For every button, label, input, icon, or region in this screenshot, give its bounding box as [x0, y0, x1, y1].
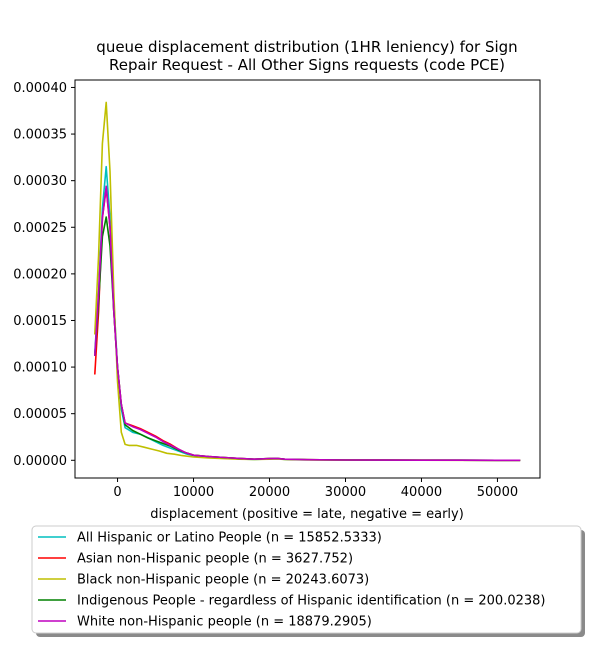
y-tick-label: 0.00025 — [13, 221, 67, 236]
chart-title: queue displacement distribution (1HR len… — [96, 38, 517, 74]
series-line-4 — [94, 185, 521, 462]
y-tick-label: 0.00015 — [13, 314, 67, 329]
chart-title-line-2: Repair Request - All Other Signs request… — [109, 56, 505, 74]
series-line-1 — [94, 187, 521, 462]
x-tick-label: 50000 — [477, 485, 518, 500]
legend-label-1: Asian non-Hispanic people (n = 3627.752) — [77, 552, 353, 567]
y-axis: 0.00000 0.00005 0.00010 0.00015 0.00020 0.000… — [13, 81, 75, 469]
x-tick-label: 40000 — [401, 485, 442, 500]
y-tick-label: 0.00040 — [13, 81, 67, 96]
y-tick-label: 0.00030 — [13, 174, 67, 189]
legend: All Hispanic or Latino People (n = 15852… — [31, 525, 585, 637]
legend-box — [31, 525, 582, 634]
series-lines — [94, 101, 521, 462]
x-tick-label: 10000 — [173, 485, 214, 500]
series-line-2 — [94, 101, 521, 462]
y-tick-label: 0.00020 — [13, 267, 67, 282]
x-axis: 0 10000 20000 30000 40000 50000 — [113, 478, 518, 500]
y-tick-label: 0.00035 — [13, 128, 67, 143]
x-tick-label: 20000 — [249, 485, 290, 500]
legend-label-2: Black non-Hispanic people (n = 20243.607… — [77, 573, 369, 588]
legend-entries: All Hispanic or Latino People (n = 15852… — [38, 531, 546, 630]
y-tick-label: 0.00005 — [13, 407, 67, 422]
y-tick-label: 0.00000 — [13, 454, 67, 469]
chart-title-line-1: queue displacement distribution (1HR len… — [96, 38, 517, 56]
series-line-3 — [94, 216, 521, 462]
series-line-0 — [94, 165, 521, 462]
x-axis-label: displacement (positive = late, negative … — [150, 507, 464, 522]
x-tick-label: 0 — [113, 485, 121, 500]
plot-frame — [74, 79, 541, 479]
y-tick-label: 0.00010 — [13, 361, 67, 376]
legend-label-3: Indigenous People - regardless of Hispan… — [77, 594, 546, 609]
legend-label-0: All Hispanic or Latino People (n = 15852… — [77, 531, 382, 546]
legend-label-4: White non-Hispanic people (n = 18879.290… — [77, 615, 372, 630]
x-tick-label: 30000 — [325, 485, 366, 500]
